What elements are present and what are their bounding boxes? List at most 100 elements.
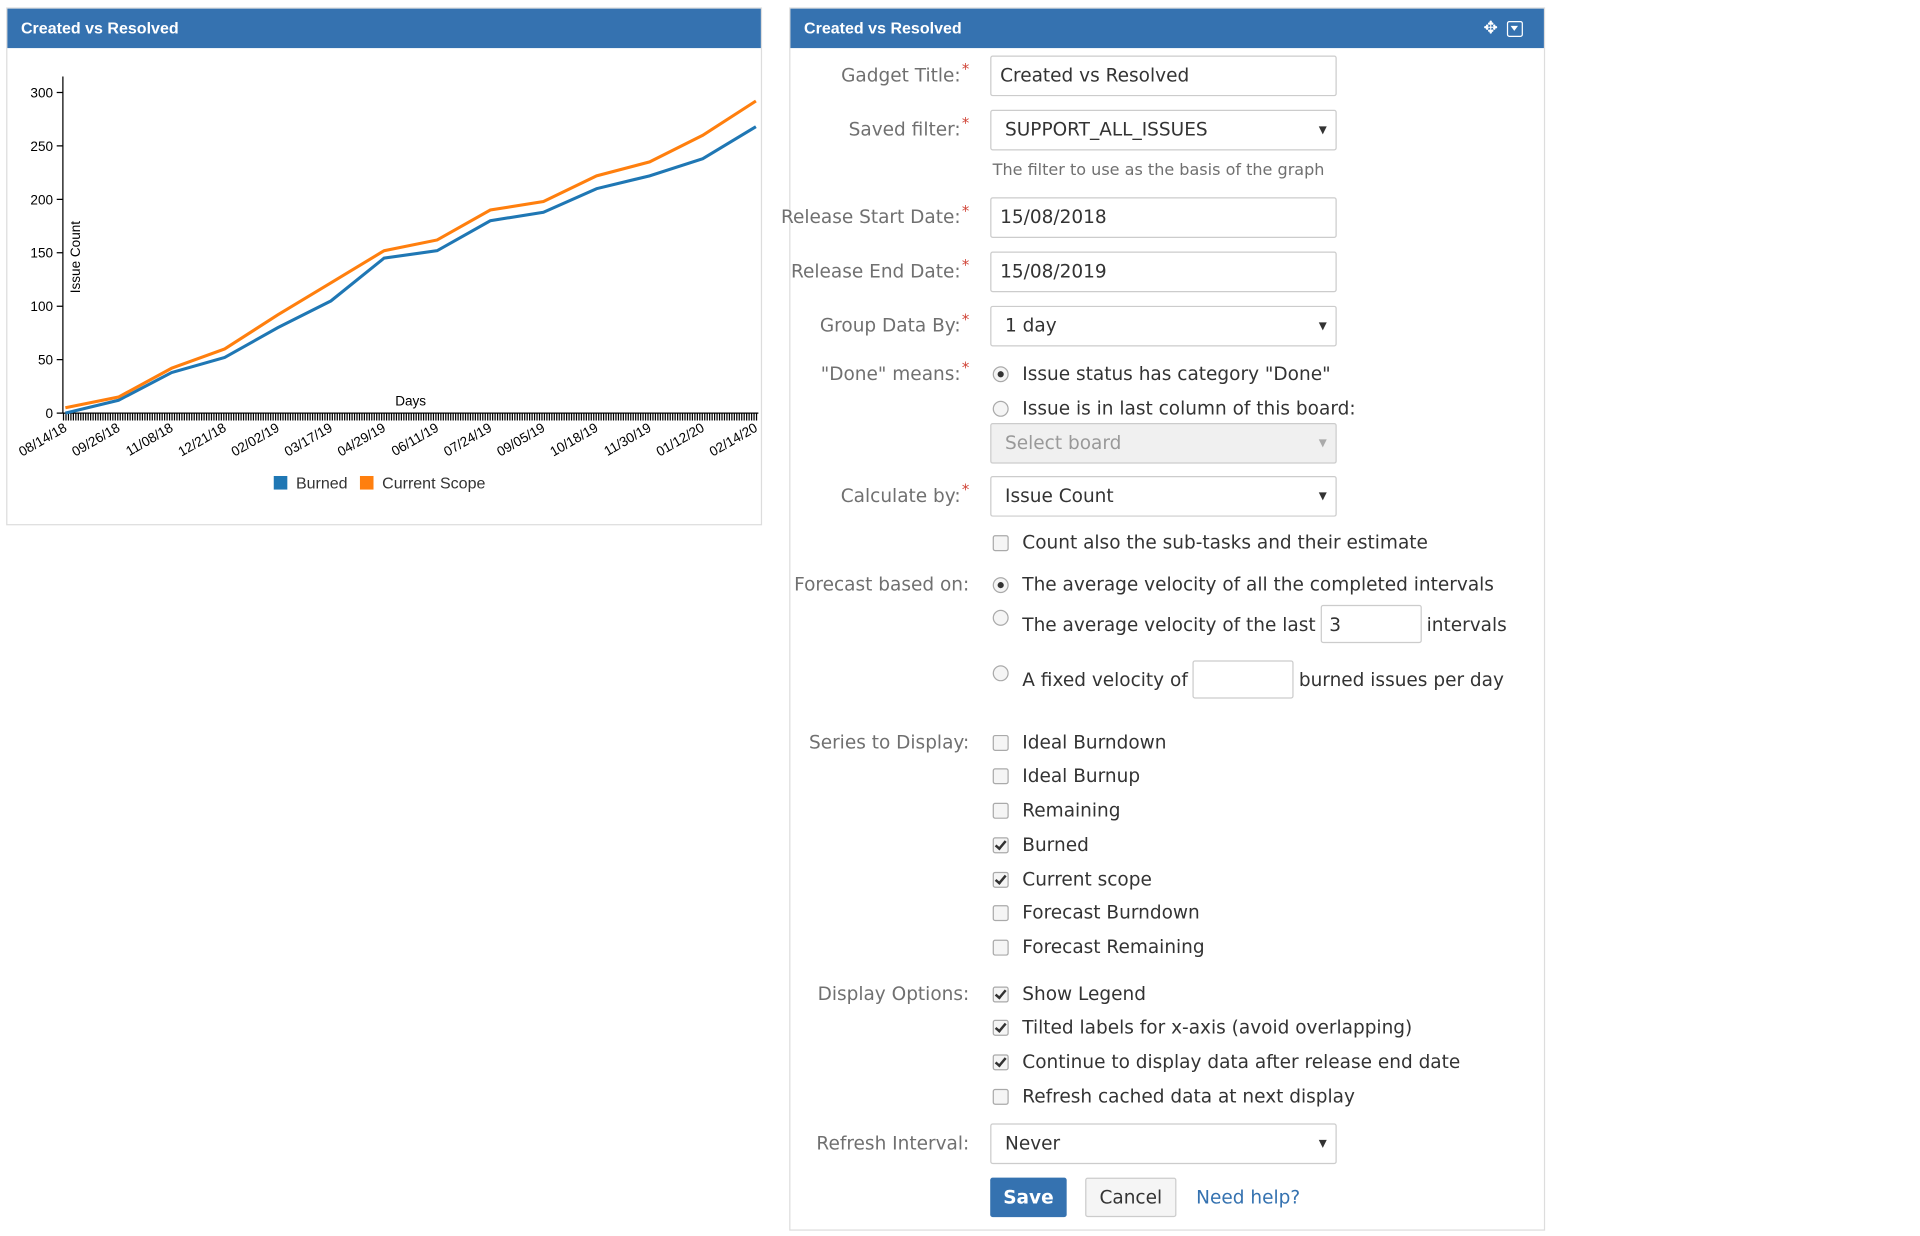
x-tick-label: 11/30/19 [601, 420, 653, 459]
number-input[interactable]: 3 [1320, 604, 1422, 644]
chart: 0 50 100 150 200 250 300 Issue Count Days 08/14/1… [16, 76, 760, 492]
x-tick-label: 07/24/19 [441, 420, 494, 459]
checkbox[interactable] [992, 534, 1009, 551]
save-button[interactable]: Save [990, 1177, 1067, 1218]
option-label: Forecast Burndown [1022, 901, 1200, 924]
checkbox-option[interactable]: Burned [990, 834, 1089, 856]
radio-option[interactable]: The average velocity of all the complete… [990, 573, 1494, 596]
form-panel: Created vs Resolved ✥ Gadget Title:* Cre… [781, 7, 1546, 1231]
checkbox-option[interactable]: Refresh cached data at next display [990, 1085, 1355, 1107]
menu-icon[interactable] [1506, 20, 1523, 37]
radio[interactable] [992, 400, 1009, 417]
field-label: Display Options: [817, 982, 970, 1006]
checkbox-option[interactable]: Count also the sub-tasks and their estim… [990, 531, 1428, 554]
y-tick-label: 200 [30, 192, 53, 207]
series-line [64, 125, 757, 415]
checkbox-option[interactable]: Tilted labels for x-axis (avoid overlapp… [990, 1016, 1412, 1038]
field-label: "Done" means:* [820, 358, 970, 385]
y-tick-label: 50 [38, 353, 53, 368]
field-label: Group Data By:* [819, 310, 970, 337]
field-label: Forecast based on: [794, 573, 970, 596]
panel-title: Created vs Resolved [7, 8, 761, 49]
date-input[interactable]: 15/08/2019 [990, 251, 1337, 293]
field-label: Gadget Title:* [841, 60, 970, 87]
form: Gadget Title:* Created vs Resolved Saved… [781, 1, 1543, 1229]
radio-option[interactable]: A fixed velocity of burned issues per day [990, 660, 1504, 699]
select[interactable]: Issue Count [990, 475, 1337, 517]
option-label: Tilted labels for x-axis (avoid overlapp… [1022, 1016, 1413, 1039]
field-label: Saved filter:* [848, 114, 970, 141]
checkbox-option[interactable]: Show Legend [990, 983, 1146, 1005]
y-tick-label: 300 [30, 85, 53, 100]
x-tick-label: 10/18/19 [547, 420, 600, 459]
checkbox[interactable] [992, 1053, 1009, 1070]
select-disabled: Select board [990, 422, 1337, 464]
checkbox-option[interactable]: Continue to display data after release e… [990, 1051, 1460, 1073]
checkbox[interactable] [992, 904, 1009, 921]
checkbox[interactable] [992, 985, 1009, 1002]
legend-swatch [359, 475, 374, 490]
x-axis-label: Days [395, 394, 426, 409]
radio-option[interactable]: Issue status has category "Done" [990, 363, 1331, 385]
cancel-button[interactable]: Cancel [1085, 1177, 1177, 1218]
panel-title: Created vs Resolved [790, 8, 1544, 49]
checkbox-option[interactable]: Ideal Burnup [990, 765, 1140, 787]
chart-panel: Created vs Resolved 0 50 100 150 200 250 300 Is… [6, 7, 763, 526]
checkbox-option[interactable]: Forecast Remaining [990, 935, 1205, 959]
option-label: Continue to display data after release e… [1022, 1050, 1461, 1073]
checkbox-option[interactable]: Forecast Burndown [990, 901, 1200, 924]
radio-option[interactable]: The average velocity of the last 3 interva… [990, 604, 1507, 644]
radio[interactable] [992, 665, 1009, 682]
legend-label: Current Scope [382, 474, 485, 492]
radio[interactable] [992, 609, 1009, 626]
number-input[interactable] [1192, 660, 1294, 699]
field-label: Release End Date:* [790, 256, 970, 283]
field-label: Series to Display: [808, 731, 970, 754]
checkbox-option[interactable]: Ideal Burndown [990, 731, 1167, 753]
radio[interactable] [992, 365, 1009, 382]
x-tick-label: 03/17/19 [282, 420, 335, 459]
checkbox[interactable] [992, 802, 1009, 819]
checkbox[interactable] [992, 767, 1009, 784]
checkbox[interactable] [992, 836, 1009, 853]
option-label: Current scope [1022, 868, 1152, 891]
checkbox[interactable] [992, 1019, 1009, 1036]
field-label: Refresh Interval: [816, 1132, 970, 1155]
help-link[interactable]: Need help? [1196, 1186, 1301, 1209]
x-tick-label: 09/05/19 [494, 420, 547, 459]
x-tick-label: 06/11/19 [389, 420, 441, 459]
legend-swatch [273, 475, 288, 490]
x-tick-label: 02/02/19 [229, 420, 282, 459]
option-label: Ideal Burnup [1022, 764, 1141, 787]
select[interactable]: 1 day [990, 305, 1337, 347]
x-tick-label: 02/14/20 [707, 420, 760, 459]
y-tick-label: 100 [30, 299, 53, 314]
select[interactable]: SUPPORT_ALL_ISSUES [990, 109, 1337, 151]
legend-label: Burned [296, 474, 348, 492]
date-input[interactable]: 15/08/2018 [990, 197, 1337, 238]
field-label: Release Start Date:* [780, 202, 970, 229]
move-icon[interactable]: ✥ [1483, 18, 1498, 39]
y-tick-label: 250 [30, 139, 53, 154]
option-label: Burned [1022, 833, 1089, 856]
x-tick-label: 09/26/18 [69, 420, 122, 459]
x-tick-label: 08/14/18 [16, 420, 69, 459]
checkbox[interactable] [992, 939, 1009, 956]
y-tick-label: 150 [30, 246, 53, 261]
checkbox-option[interactable]: Current scope [990, 868, 1152, 890]
option-label: Forecast Remaining [1022, 935, 1205, 959]
checkbox[interactable] [992, 734, 1009, 751]
help-text: The filter to use as the basis of the gr… [992, 161, 1325, 181]
checkbox-option[interactable]: Remaining [990, 799, 1121, 822]
x-tick-label: 12/21/18 [176, 420, 229, 459]
radio-option[interactable]: Issue is in last column of this board: [990, 397, 1356, 419]
radio[interactable] [992, 576, 1009, 593]
field-label: Calculate by:* [840, 480, 970, 507]
option-label: Refresh cached data at next display [1022, 1085, 1355, 1108]
select[interactable]: Never [990, 1123, 1337, 1165]
checkbox[interactable] [992, 1088, 1009, 1105]
option-label: Remaining [1022, 799, 1121, 822]
text-input[interactable]: Created vs Resolved [990, 55, 1337, 97]
checkbox[interactable] [992, 871, 1009, 888]
